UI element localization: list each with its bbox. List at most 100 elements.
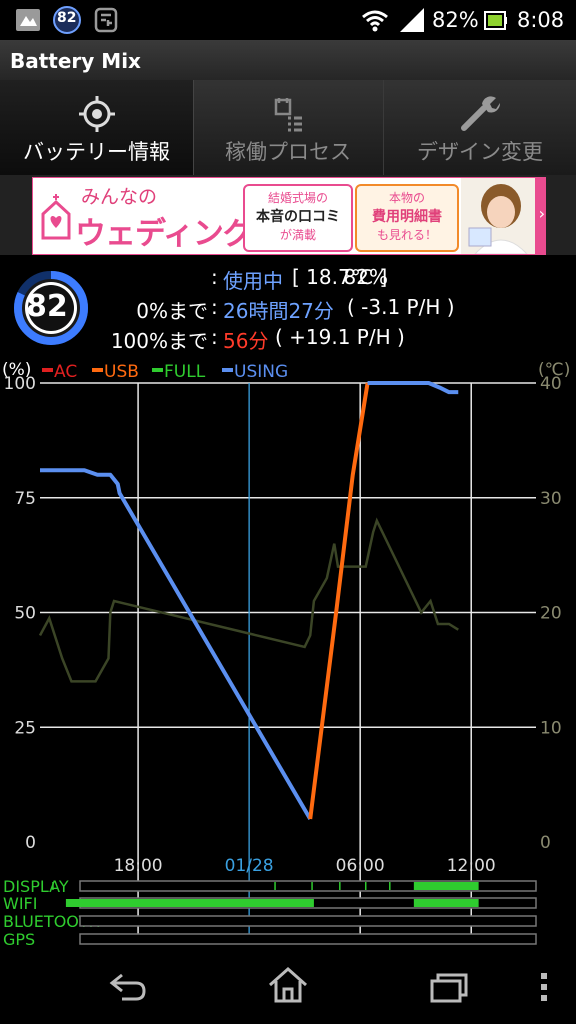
status-bar: 82 82% 8:08 [0, 0, 576, 40]
process-list-icon [274, 98, 302, 132]
battery-percent: 82% [432, 8, 479, 32]
tab-label: 稼働プロセス [225, 140, 351, 164]
badge-icon [53, 6, 81, 34]
recent-apps-icon[interactable] [428, 969, 472, 1005]
ad-area: みんなの ウェディング 結婚式場の 本音の口コミ が満載 本物の 費用明細書 も… [0, 175, 576, 255]
time-to-empty: 26時間27分 [223, 299, 334, 323]
legend-swatch-usb [92, 368, 103, 372]
activity-track-bluetooth [79, 915, 537, 927]
y-right-tick: 10 [540, 718, 562, 738]
x-tick: 18:00 [114, 856, 163, 876]
usage-state: 使用中 [223, 265, 283, 294]
x-tick: 12:00 [447, 856, 496, 876]
y-right-tick: 20 [540, 604, 562, 624]
stat-line-usage: 82% [344, 265, 388, 289]
activity-segment-display [413, 882, 479, 890]
y-left-axis-label: (%) [2, 360, 31, 380]
x-tick: 06:00 [336, 856, 385, 876]
y-left-tick: 100 [4, 374, 36, 394]
y-left-tick: 75 [14, 489, 36, 509]
to-empty-time: 26時間27分 [223, 295, 334, 324]
temperature-value: [ 18.7℃ ] [292, 265, 388, 289]
to-empty-text: 0%まで [136, 299, 208, 323]
activity-label-wifi: WIFI [3, 894, 37, 913]
home-icon[interactable] [266, 965, 310, 1005]
separator: : [211, 295, 218, 319]
ad-brand-small: みんなの [81, 186, 158, 208]
phone-app-icon [94, 7, 118, 33]
activity-segment-wifi [413, 899, 479, 907]
battery-history-chart[interactable]: (%) (℃)AC USB FULL USING10075502504030201001… [0, 355, 576, 955]
battery-line-using-2 [367, 381, 459, 395]
tab-design[interactable]: デザイン変更 [384, 80, 576, 175]
wifi-icon [362, 10, 388, 32]
ad-chevron-right-icon: › [538, 204, 545, 223]
battery-icon [484, 11, 507, 30]
legend-full: FULL [164, 362, 206, 382]
time-to-full: 56分 [223, 329, 269, 353]
state-value: 使用中 [223, 269, 283, 293]
temperature-line [38, 517, 459, 683]
to-full-time: 56分 [223, 325, 268, 354]
y-left-tick: 25 [14, 718, 36, 738]
clock: 8:08 [517, 8, 565, 32]
x-tick: 01/28 [225, 856, 274, 876]
activity-track-gps [79, 933, 537, 945]
usage-temp: [ 18.7℃ ] [292, 265, 387, 289]
legend-ac: AC [54, 362, 77, 382]
y-right-tick: 40 [540, 374, 562, 394]
signal-icon [400, 8, 424, 32]
app-title-bar: Battery Mix [0, 40, 576, 80]
navigation-bar [0, 955, 576, 1024]
battery-line-usb-1 [308, 382, 370, 820]
percent-value: 82% [343, 265, 388, 289]
battery-stats: 82 82% : 使用中 [ 18.7℃ ] 0%まで : 26時間27分 ( … [0, 255, 576, 355]
y-left-tick: 50 [14, 604, 36, 624]
y-right-axis-label: (℃) [538, 360, 570, 380]
battery-level-ring [14, 271, 88, 345]
legend-usb: USB [104, 362, 139, 382]
battery-line-using-0 [40, 468, 312, 821]
ad-banner[interactable]: みんなの ウェディング 結婚式場の 本音の口コミ が満載 本物の 費用明細書 も… [32, 177, 546, 255]
wrench-icon [461, 96, 501, 131]
ad-box-reviews: 結婚式場の 本音の口コミ が満載 [243, 184, 353, 252]
badge-number: 82 [57, 10, 77, 26]
activity-label-bluetooth: BLUETOOTH [3, 912, 101, 931]
activity-label-display: DISPLAY [3, 877, 69, 896]
tab-battery-info[interactable]: バッテリー情報 [0, 80, 194, 175]
tab-label: バッテリー情報 [23, 140, 170, 164]
to-empty-sep: : [211, 295, 218, 319]
ad-brand-big: ウェディング [75, 216, 254, 252]
to-full-text: 100%まで [110, 329, 208, 353]
legend-swatch-using [222, 368, 233, 372]
to-empty-label: 0%まで [136, 295, 208, 324]
legend-using: USING [234, 362, 288, 382]
to-full-label: 100%まで [111, 325, 208, 354]
battery-level-number: 82 [26, 289, 68, 324]
tab-bar: バッテリー情報 稼働プロセス デザイン変更 [0, 80, 576, 175]
app-title: Battery Mix [10, 49, 141, 73]
activity-segment-wifi [65, 899, 314, 907]
ad-model-photo [461, 178, 535, 254]
tab-processes[interactable]: 稼働プロセス [193, 80, 384, 175]
menu-icon[interactable] [536, 971, 552, 1003]
photo-icon [16, 9, 40, 31]
to-full-sep: : [211, 325, 218, 349]
y-right-tick: 0 [540, 833, 551, 853]
target-icon [78, 96, 115, 132]
to-full-rate: ( +19.1 P/H ) [275, 325, 405, 349]
ad-box-costs: 本物の 費用明細書 も見れる！ [355, 184, 459, 252]
activity-track-display [79, 880, 537, 892]
separator: : [211, 265, 218, 289]
to-empty-rate: ( -3.1 P/H ) [347, 295, 455, 319]
legend-swatch-ac [42, 368, 53, 372]
discharge-rate: ( -3.1 P/H ) [347, 295, 455, 319]
legend-swatch-full [152, 368, 163, 372]
ad-next-arrow[interactable] [535, 178, 545, 254]
y-right-tick: 30 [540, 489, 562, 509]
back-icon[interactable] [106, 969, 150, 1005]
separator: : [211, 325, 218, 349]
y-left-tick: 0 [25, 833, 36, 853]
usage-sep: : [211, 265, 218, 289]
charge-rate: ( +19.1 P/H ) [275, 325, 405, 349]
